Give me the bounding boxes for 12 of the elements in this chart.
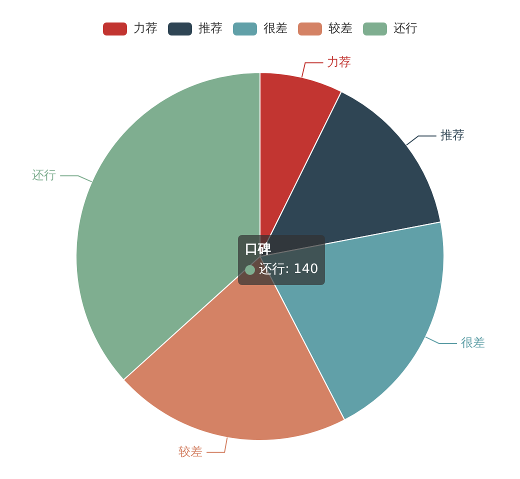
legend-label: 还行	[394, 21, 418, 36]
slice-label: 很差	[460, 336, 485, 350]
legend-label: 推荐	[198, 21, 222, 36]
slice-label: 还行	[32, 168, 56, 182]
slice-label: 推荐	[440, 128, 464, 142]
text: 还行: 140	[259, 260, 318, 278]
legend-label: 很差	[264, 21, 288, 36]
legend-label: 较差	[328, 21, 352, 36]
slice-label: 较差	[178, 444, 203, 458]
slice-label: 力荐	[327, 54, 352, 69]
legend-label: 力荐	[134, 21, 158, 36]
text: 口碑	[245, 240, 271, 258]
